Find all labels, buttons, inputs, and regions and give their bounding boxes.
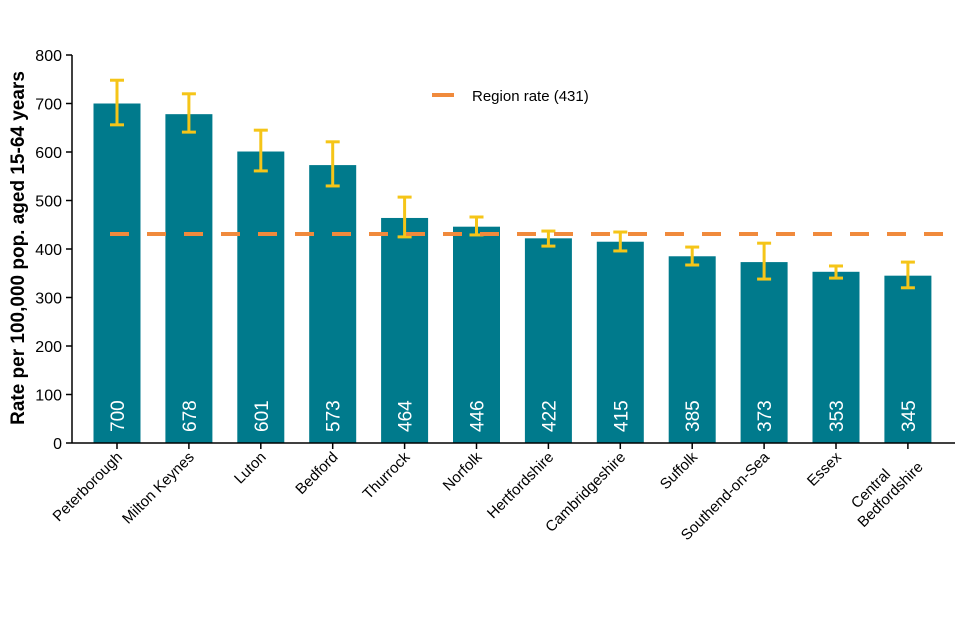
y-tick-label: 500 [35, 194, 62, 211]
bar-value-label: 422 [539, 400, 560, 432]
bar-value-label: 415 [611, 400, 632, 432]
error-bars-layer [110, 78, 915, 290]
x-tick-label: Essex [804, 448, 845, 489]
bar [812, 271, 860, 443]
bar [309, 165, 357, 443]
y-tick-label: 800 [35, 48, 62, 65]
bar-value-label: 464 [396, 400, 417, 432]
x-tick-label: CentralBedfordshire [842, 446, 927, 531]
bar-value-label: 700 [108, 400, 129, 432]
bar-value-label: 678 [180, 400, 201, 432]
bar [381, 217, 429, 443]
bar [668, 256, 716, 443]
y-axis-label: Rate per 100,000 pop. aged 15-64 years [8, 71, 29, 425]
x-tick-label: Suffolk [657, 448, 702, 493]
x-tick-label: Norfolk [440, 448, 486, 494]
y-tick-label: 0 [53, 436, 62, 453]
bar-value-label: 373 [755, 400, 776, 432]
legend-reference-label: Region rate (431) [472, 88, 589, 105]
bar-value-label: 573 [324, 400, 345, 432]
bar-value-label: 353 [827, 400, 848, 432]
bar [93, 103, 141, 443]
x-tick-label: Milton Keynes [119, 449, 198, 528]
y-tick-label: 600 [35, 145, 62, 162]
bar [740, 262, 788, 443]
y-tick-label: 300 [35, 291, 62, 308]
bar-value-label: 345 [899, 400, 920, 432]
bars-layer: 700 678 601 573 464 446 422 415 385 373 353 345 [93, 103, 932, 444]
y-tick-label: 700 [35, 97, 62, 114]
bar-value-label: 601 [252, 400, 273, 432]
y-tick-label: 100 [35, 388, 62, 405]
bar-value-label: 385 [683, 400, 704, 432]
bar [165, 114, 213, 444]
x-tick-label: Peterborough [50, 449, 126, 525]
y-tick-label: 200 [35, 339, 62, 356]
bar [884, 275, 932, 443]
bar [237, 151, 285, 443]
bar [596, 241, 644, 443]
bar-value-label: 446 [468, 400, 489, 432]
bar [524, 238, 572, 443]
y-tick-label: 400 [35, 242, 62, 259]
bar [453, 226, 500, 443]
x-tick-label: Hertfordshire [484, 449, 557, 522]
x-tick-label: Thurrock [360, 448, 414, 502]
x-tick-label: Luton [231, 449, 270, 488]
x-tick-label: Bedford [292, 449, 341, 498]
legend: Region rate (431) [432, 88, 589, 105]
